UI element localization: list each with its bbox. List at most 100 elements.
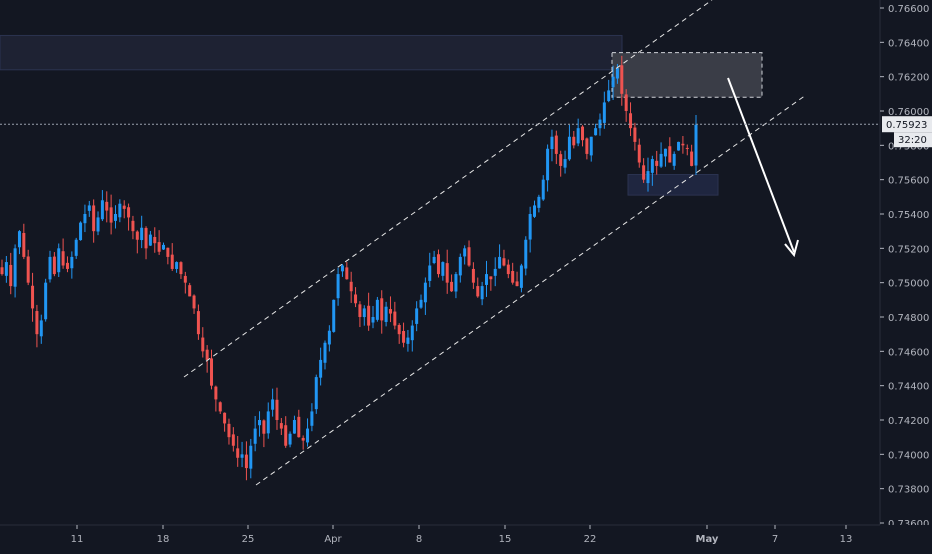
candle-body bbox=[650, 159, 654, 173]
time-tick-label: 18 bbox=[157, 534, 170, 545]
candle-body bbox=[223, 412, 227, 424]
supply-zone bbox=[0, 34, 623, 71]
candle-body bbox=[633, 127, 637, 142]
candle-body bbox=[253, 428, 257, 444]
candle-body bbox=[655, 160, 659, 166]
candle-body bbox=[541, 179, 545, 200]
candle-body bbox=[183, 275, 187, 283]
candle-body bbox=[227, 423, 231, 438]
candle-body bbox=[0, 267, 4, 275]
candle-body bbox=[52, 256, 56, 275]
candle-body bbox=[471, 268, 475, 283]
candle-body bbox=[629, 113, 633, 129]
candle-body bbox=[624, 94, 628, 111]
price-tick-label: 0.76400 bbox=[888, 38, 929, 49]
price-tick-label: 0.73800 bbox=[888, 485, 929, 496]
price-tick-label: 0.73600 bbox=[888, 519, 929, 530]
candle-body bbox=[236, 448, 240, 458]
candle-body bbox=[358, 304, 362, 317]
last-price-label: 0.75923 bbox=[886, 120, 927, 131]
candle-body bbox=[13, 248, 17, 287]
candle-body bbox=[292, 420, 296, 434]
candle-body bbox=[57, 248, 61, 273]
time-tick-label: 25 bbox=[242, 534, 255, 545]
candle-body bbox=[511, 271, 515, 283]
candle-body bbox=[563, 159, 567, 168]
candle-body bbox=[602, 102, 606, 123]
candles-layer bbox=[0, 55, 698, 481]
candle-body bbox=[327, 330, 331, 345]
candle-body bbox=[297, 416, 301, 438]
candle-body bbox=[581, 126, 585, 141]
candle-body bbox=[17, 231, 21, 248]
candle-body bbox=[371, 317, 375, 323]
time-tick-label: Apr bbox=[324, 534, 342, 545]
countdown-label: 32:20 bbox=[898, 135, 927, 146]
price-tick-label: 0.75000 bbox=[888, 279, 929, 290]
candle-body bbox=[410, 325, 414, 341]
price-tick-label: 0.74200 bbox=[888, 416, 929, 427]
candle-body bbox=[659, 153, 663, 167]
candle-body bbox=[476, 286, 480, 297]
time-tick-label: 13 bbox=[840, 534, 853, 545]
candle-body bbox=[314, 377, 318, 410]
candle-body bbox=[402, 330, 406, 343]
candle-body bbox=[262, 420, 266, 434]
candle-body bbox=[524, 239, 528, 269]
candle-body bbox=[100, 200, 104, 220]
channel-upper-line[interactable] bbox=[183, 0, 713, 378]
overlay-layer bbox=[0, 77, 880, 258]
candle-body bbox=[44, 282, 48, 320]
time-tick-label: 8 bbox=[416, 534, 422, 545]
candle-body bbox=[35, 311, 39, 335]
candle-body bbox=[135, 231, 139, 240]
candle-body bbox=[284, 425, 288, 446]
candle-body bbox=[79, 222, 83, 241]
candle-body bbox=[685, 147, 689, 149]
time-tick-label: 15 bbox=[499, 534, 512, 545]
price-tick-label: 0.76200 bbox=[888, 73, 929, 84]
candle-body bbox=[607, 90, 611, 102]
price-tick-label: 0.74800 bbox=[888, 313, 929, 324]
candle-body bbox=[533, 205, 537, 217]
candle-body bbox=[672, 153, 676, 166]
candle-body bbox=[83, 214, 87, 224]
price-tick-label: 0.76600 bbox=[888, 4, 929, 15]
candle-body bbox=[546, 148, 550, 181]
candle-body bbox=[105, 201, 109, 211]
candle-body bbox=[463, 248, 467, 257]
candle-body bbox=[74, 239, 78, 256]
candle-body bbox=[244, 454, 248, 469]
candle-body bbox=[454, 274, 458, 292]
candle-body bbox=[175, 262, 179, 269]
candle-body bbox=[166, 247, 170, 257]
candle-body bbox=[572, 136, 576, 146]
channel-lower-line[interactable] bbox=[255, 94, 807, 486]
time-axis: 11 18 25 Apr 8 15 22 May 7 13 bbox=[0, 524, 932, 550]
price-tick-label: 0.75600 bbox=[888, 176, 929, 187]
candle-body bbox=[61, 251, 65, 266]
candle-body bbox=[367, 305, 371, 326]
candle-body bbox=[498, 256, 502, 269]
candle-body bbox=[615, 68, 619, 79]
price-tick-label: 0.74400 bbox=[888, 382, 929, 393]
time-tick-label: 7 bbox=[772, 534, 778, 545]
candle-body bbox=[92, 205, 96, 232]
candle-body bbox=[118, 203, 122, 218]
candle-body bbox=[196, 311, 200, 335]
candle-body bbox=[48, 256, 52, 280]
candle-body bbox=[275, 399, 279, 420]
candle-body bbox=[458, 256, 462, 276]
projection-arrow[interactable] bbox=[727, 77, 795, 253]
candle-body bbox=[384, 306, 388, 322]
target-zone bbox=[611, 52, 763, 98]
candle-body bbox=[31, 285, 35, 309]
candle-body bbox=[39, 320, 43, 337]
candle-body bbox=[677, 141, 681, 151]
price-tick-label: 0.75200 bbox=[888, 244, 929, 255]
candle-body bbox=[594, 128, 598, 136]
price-tick-label: 0.75400 bbox=[888, 210, 929, 221]
candle-body bbox=[205, 349, 209, 360]
